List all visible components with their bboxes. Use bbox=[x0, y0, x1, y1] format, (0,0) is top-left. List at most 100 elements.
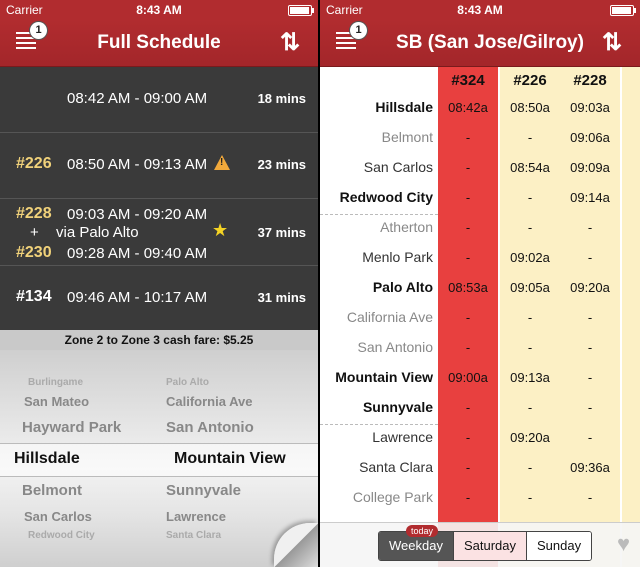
page-title: SB (San Jose/Gilroy) bbox=[396, 32, 584, 53]
carrier-label: Carrier bbox=[6, 3, 43, 17]
station-name[interactable]: College Park bbox=[352, 489, 433, 505]
battery-icon bbox=[288, 5, 314, 16]
picker-option[interactable]: Belmont bbox=[22, 482, 82, 499]
picker-option[interactable]: Palo Alto bbox=[166, 377, 209, 388]
departure-time: - bbox=[587, 220, 593, 235]
trip-row-transfer[interactable]: #228 09:03 AM - 09:20 AM + via Palo Alto… bbox=[0, 199, 318, 266]
departure-time: 09:06a bbox=[570, 130, 610, 145]
picker-option[interactable]: Sunnyvale bbox=[166, 482, 242, 499]
picker-option[interactable]: Santa Clara bbox=[166, 530, 222, 541]
picker-option[interactable]: Hayward Park bbox=[22, 419, 122, 436]
station-name[interactable]: California Ave bbox=[346, 309, 433, 325]
picker-selection-band bbox=[0, 443, 318, 477]
picker-option[interactable]: San Mateo bbox=[24, 394, 90, 409]
picker-option[interactable]: Redwood City bbox=[28, 530, 95, 541]
trip-duration: 31 mins bbox=[257, 290, 306, 305]
picker-option[interactable]: San Antonio bbox=[166, 419, 254, 436]
picker-selected-from[interactable]: Hillsdale bbox=[14, 450, 80, 467]
departure-time: 09:20a bbox=[510, 430, 550, 445]
page-curl[interactable] bbox=[274, 523, 318, 567]
picker-option[interactable]: Lawrence bbox=[166, 509, 226, 524]
train-number-header[interactable]: #228 bbox=[573, 72, 607, 89]
nav-bar: 1 Full Schedule ⇅ bbox=[0, 20, 318, 67]
picker-selected-to[interactable]: Mountain View bbox=[174, 450, 286, 467]
departure-time: 08:54a bbox=[510, 160, 550, 175]
trip-duration: 18 mins bbox=[257, 91, 306, 106]
tab-saturday[interactable]: Saturday bbox=[453, 532, 528, 560]
timetable-screen: Carrier 8:43 AM 1 SB (San Jose/Gilroy) ⇅… bbox=[320, 0, 640, 567]
train-column-bg bbox=[560, 67, 620, 567]
departure-time: - bbox=[587, 250, 593, 265]
trip-row[interactable]: 08:42 AM - 09:00 AM 18 mins bbox=[0, 67, 318, 133]
trip-times: 08:42 AM - 09:00 AM bbox=[67, 90, 208, 107]
clock: 8:43 AM bbox=[457, 3, 503, 17]
departure-time: 09:36a bbox=[570, 460, 610, 475]
departure-time: - bbox=[587, 340, 593, 355]
zone-divider bbox=[320, 424, 438, 425]
departure-time: - bbox=[465, 160, 471, 175]
departure-time: - bbox=[587, 370, 593, 385]
star-icon: ★ bbox=[212, 220, 229, 240]
departure-time: 09:05a bbox=[510, 280, 550, 295]
fare-info: Zone 2 to Zone 3 cash fare: $5.25 bbox=[0, 330, 318, 350]
menu-button[interactable] bbox=[16, 32, 40, 52]
picker-option[interactable]: Burlingame bbox=[28, 377, 84, 388]
menu-badge: 1 bbox=[30, 22, 47, 39]
day-segmented-control[interactable]: Weekday Saturday Sunday bbox=[378, 531, 593, 561]
departure-time: - bbox=[465, 310, 471, 325]
station-name[interactable]: Menlo Park bbox=[362, 249, 433, 265]
trip-duration: 37 mins bbox=[257, 225, 306, 240]
swap-direction-button[interactable]: ⇅ bbox=[601, 29, 623, 56]
departure-time: - bbox=[527, 310, 533, 325]
departure-time: 09:20a bbox=[570, 280, 610, 295]
page-title: Full Schedule bbox=[97, 32, 221, 53]
picker-option[interactable]: California Ave bbox=[166, 394, 253, 409]
status-bar: Carrier 8:43 AM bbox=[320, 0, 640, 20]
departure-time: - bbox=[465, 250, 471, 265]
tab-sunday[interactable]: Sunday bbox=[527, 532, 592, 560]
station-name[interactable]: San Carlos bbox=[363, 159, 433, 175]
departure-time: - bbox=[527, 460, 533, 475]
trip-number: #226 bbox=[16, 155, 52, 172]
station-name[interactable]: Santa Clara bbox=[359, 459, 433, 475]
departure-time: - bbox=[465, 220, 471, 235]
station-picker[interactable]: Burlingame San Mateo Hayward Park Hillsd… bbox=[0, 350, 318, 567]
warning-icon: ! bbox=[214, 155, 230, 170]
departure-time: 08:50a bbox=[510, 100, 550, 115]
day-selector-bar: Weekday Saturday Sunday today ♥ bbox=[320, 522, 640, 567]
picker-option[interactable]: San Carlos bbox=[24, 509, 92, 524]
station-name[interactable]: Hillsdale bbox=[375, 99, 433, 115]
trip-list: 08:42 AM - 09:00 AM 18 mins #226 08:50 A… bbox=[0, 67, 318, 331]
departure-time: 09:02a bbox=[510, 250, 550, 265]
departure-time: - bbox=[465, 340, 471, 355]
station-name[interactable]: Palo Alto bbox=[372, 279, 433, 295]
trip-row[interactable]: #134 09:46 AM - 10:17 AM 31 mins bbox=[0, 266, 318, 331]
station-name[interactable]: Sunnyvale bbox=[362, 399, 433, 415]
menu-button[interactable] bbox=[336, 32, 360, 52]
departure-time: - bbox=[465, 430, 471, 445]
departure-time: - bbox=[587, 310, 593, 325]
departure-time: - bbox=[527, 130, 533, 145]
train-number-header[interactable]: #324 bbox=[451, 72, 485, 89]
station-name[interactable]: Mountain View bbox=[335, 369, 433, 385]
station-name[interactable]: Lawrence bbox=[372, 429, 433, 445]
departure-time: - bbox=[587, 400, 593, 415]
departure-time: - bbox=[527, 340, 533, 355]
swap-direction-button[interactable]: ⇅ bbox=[279, 29, 301, 56]
trip-row[interactable]: #226 08:50 AM - 09:13 AM ! 23 mins bbox=[0, 133, 318, 199]
via-station: via Palo Alto bbox=[56, 224, 139, 241]
train-number-header[interactable]: #226 bbox=[513, 72, 547, 89]
today-badge: today bbox=[406, 525, 439, 537]
heart-icon[interactable]: ♥ bbox=[616, 531, 630, 556]
departure-time: - bbox=[527, 400, 533, 415]
departure-time: 09:03a bbox=[570, 100, 610, 115]
station-name[interactable]: Belmont bbox=[381, 129, 433, 145]
trip-number: #230 bbox=[16, 244, 52, 261]
station-name[interactable]: Atherton bbox=[380, 219, 433, 235]
trip-times: 09:03 AM - 09:20 AM bbox=[67, 206, 208, 223]
station-name[interactable]: Redwood City bbox=[339, 189, 433, 205]
trip-number: #134 bbox=[16, 288, 52, 305]
departure-time: - bbox=[587, 490, 593, 505]
clock: 8:43 AM bbox=[136, 3, 182, 17]
station-name[interactable]: San Antonio bbox=[357, 339, 433, 355]
